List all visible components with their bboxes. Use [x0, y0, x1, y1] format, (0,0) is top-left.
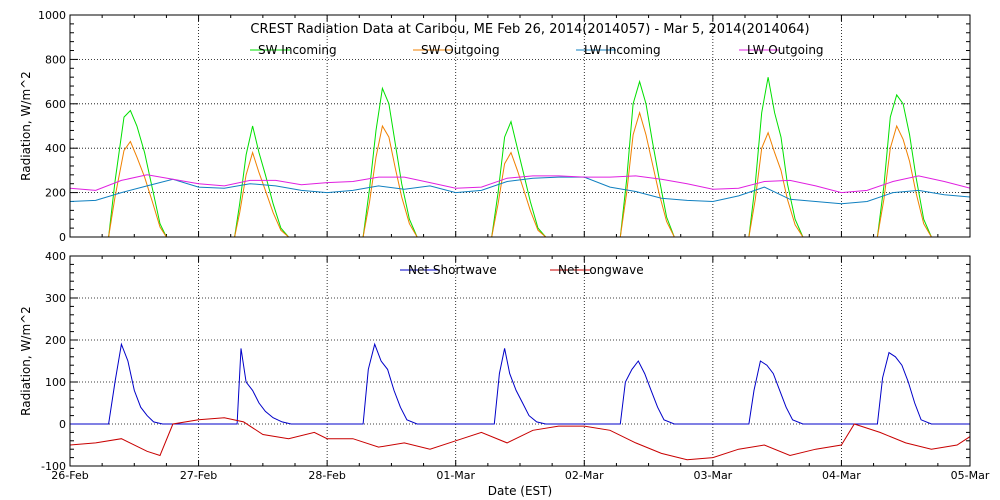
x-tick-label: 27-Feb — [180, 469, 217, 482]
top-panel: 0 200 400 600 800 1000 CREST Radiation Data a… — [19, 9, 971, 244]
chart-title: CREST Radiation Data at Caribou, ME Feb … — [250, 22, 809, 37]
legend-label: SW Outgoing — [421, 43, 500, 57]
y-tick-label: 200 — [45, 334, 66, 347]
x-tick-label: 03-Mar — [693, 469, 732, 482]
y-tick-label: 0 — [59, 231, 66, 244]
y-tick-label: 100 — [45, 376, 66, 389]
x-tick-label: 02-Mar — [565, 469, 604, 482]
top-plot-frame — [69, 14, 971, 238]
y-tick-label: 800 — [45, 53, 66, 66]
bottom-grid — [69, 255, 971, 467]
bottom-series-group — [70, 342, 970, 461]
bottom-tick-labels: -100 0 100 200 300 400 26-Feb 27-Feb 28-Feb 01-Ma… — [41, 250, 990, 482]
y-tick-label: 1000 — [38, 9, 66, 22]
x-tick-label: 28-Feb — [308, 469, 345, 482]
series-line-sw-outgoing — [70, 110, 970, 237]
legend-label: SW Incoming — [258, 43, 337, 57]
y-tick-label: 400 — [45, 142, 66, 155]
series-line-net-shortwave — [70, 342, 970, 425]
series-line-lw-incoming — [70, 176, 970, 205]
series-line-lw-outgoing — [70, 174, 970, 194]
y-tick-label: -100 — [41, 460, 66, 473]
legend-label: Net Longwave — [558, 263, 644, 277]
legend-label: LW Incoming — [584, 43, 661, 57]
top-tick-labels: 0 200 400 600 800 1000 — [38, 9, 66, 244]
bottom-panel: -100 0 100 200 300 400 26-Feb 27-Feb 28-Feb 01-Ma… — [19, 250, 990, 498]
legend-label: LW Outgoing — [747, 43, 824, 57]
y-tick-label: 400 — [45, 250, 66, 263]
y-tick-label: 600 — [45, 98, 66, 111]
x-tick-label: 01-Mar — [436, 469, 475, 482]
bottom-y-axis-label: Radiation, W/m^2 — [19, 306, 33, 416]
top-series-group — [70, 77, 970, 237]
x-tick-label: 26-Feb — [51, 469, 88, 482]
bottom-plot-frame — [69, 255, 971, 467]
bottom-legend: Net Shortwave Net Longwave — [400, 263, 644, 277]
x-axis-label: Date (EST) — [488, 484, 552, 498]
top-grid — [69, 14, 971, 238]
series-line-sw-incoming — [70, 77, 970, 237]
x-tick-label: 04-Mar — [822, 469, 861, 482]
top-legend: SW Incoming SW Outgoing LW Incoming LW Outg… — [250, 43, 824, 57]
top-y-axis-label: Radiation, W/m^2 — [19, 71, 33, 181]
legend-label: Net Shortwave — [408, 263, 497, 277]
x-tick-label: 05-Mar — [951, 469, 990, 482]
y-tick-label: 200 — [45, 187, 66, 200]
y-tick-label: 0 — [59, 418, 66, 431]
series-line-net-longwave — [70, 417, 970, 461]
y-tick-label: 300 — [45, 292, 66, 305]
